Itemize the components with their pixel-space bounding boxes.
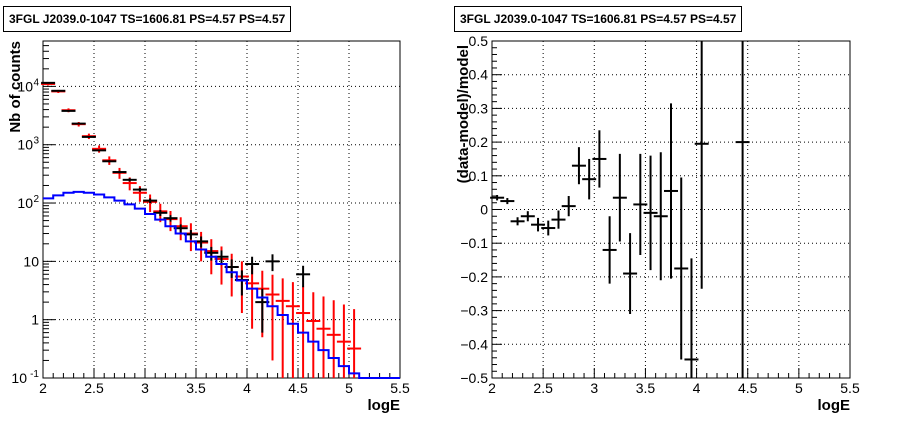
y-axis-title: Nb of counts	[7, 41, 24, 133]
y-tick-exponent: 2	[33, 194, 39, 205]
y-tick-label: −0.3	[460, 303, 488, 319]
y-tick-label: 0.5	[469, 33, 489, 49]
x-axis-title: logE	[818, 397, 851, 414]
x-tick-label: 3	[590, 380, 598, 396]
x-tick-label: 2.5	[533, 380, 553, 396]
x-tick-label: 4.5	[738, 380, 758, 396]
x-tick-label: 2	[39, 380, 47, 396]
x-tick-label: 3.5	[186, 380, 206, 396]
y-tick-exponent: -1	[30, 369, 39, 380]
y-tick-label: −0.5	[460, 370, 488, 386]
x-tick-label: 5.5	[840, 380, 860, 396]
x-tick-label: 4	[693, 380, 701, 396]
x-tick-label: 3	[141, 380, 149, 396]
y-tick-label: 0.3	[469, 100, 489, 116]
residual-plot: 2 2.5 3 3.5 4 4.5 5 5.5 −0.5 −0.4 −0.3 −0.2 −0.1 0 0.1…	[455, 33, 860, 414]
y-tick-exponent: 4	[33, 77, 39, 88]
y-tick-label: 10	[17, 78, 33, 94]
x-tick-label: 2	[488, 380, 496, 396]
y-tick-exponent: 3	[33, 136, 39, 147]
chart-title: 3FGL J2039.0-1047 TS=1606.81 PS=4.57 PS=…	[454, 6, 743, 32]
y-tick-label: 1	[31, 312, 39, 328]
y-tick-label: −0.4	[460, 336, 488, 352]
x-tick-label: 5.5	[390, 380, 410, 396]
residual-panel: 3FGL J2039.0-1047 TS=1606.81 PS=4.57 PS=…	[449, 0, 898, 421]
y-tick-label: 10	[11, 370, 27, 386]
x-tick-label: 4	[243, 380, 251, 396]
y-tick-label: 0.1	[469, 168, 489, 184]
x-tick-label: 2.5	[84, 380, 104, 396]
plot-frame	[42, 40, 401, 379]
y-tick-label: 10	[23, 253, 39, 269]
y-tick-label: 0.4	[469, 67, 489, 83]
x-tick-label: 3.5	[636, 380, 656, 396]
y-tick-label: 10	[17, 137, 33, 153]
y-axis-title: (data-model)/model	[455, 45, 472, 183]
y-tick-label: 0.2	[469, 134, 489, 150]
x-axis-title: logE	[368, 397, 401, 414]
x-tick-label: 5	[345, 380, 353, 396]
y-tick-label: 10	[17, 195, 33, 211]
y-tick-label: 0	[480, 202, 488, 218]
spectrum-panel: 3FGL J2039.0-1047 TS=1606.81 PS=4.57 PS=…	[3, 6, 410, 414]
y-tick-label: −0.2	[460, 269, 488, 285]
chart-title: 3FGL J2039.0-1047 TS=1606.81 PS=4.57 PS=…	[3, 6, 292, 32]
x-tick-label: 4.5	[288, 380, 308, 396]
model-step-line	[43, 190, 400, 379]
y-tick-label: −0.1	[460, 235, 488, 251]
x-tick-label: 5	[795, 380, 803, 396]
